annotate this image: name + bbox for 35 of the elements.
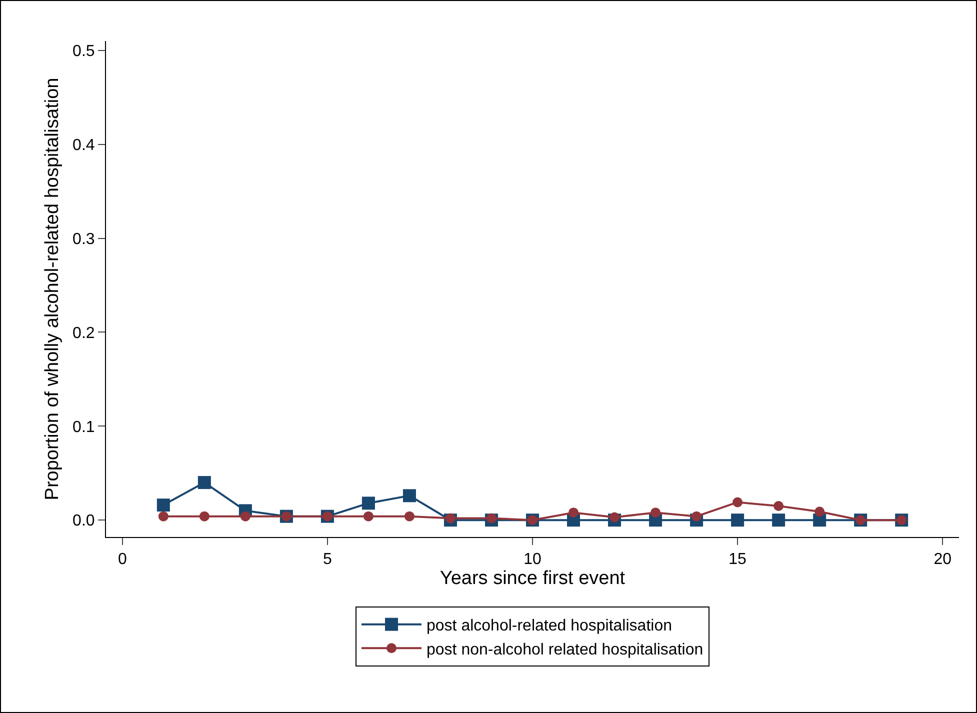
point [732,497,743,508]
point [486,513,496,524]
y-tick-label: 0.3 [72,230,95,248]
x-tick-label: 5 [322,551,332,568]
legend-label: post non-alcohol related hospitalisation [426,641,704,658]
point [199,511,210,522]
point [774,501,784,511]
point [198,476,211,490]
point [692,511,702,522]
point [772,514,786,527]
y-tick-label: 0.2 [72,324,95,342]
point [814,506,825,517]
point [156,498,170,512]
x-tick-label: 20 [934,551,952,568]
point [362,496,375,510]
y-tick-label: 0.4 [72,136,95,154]
point [445,513,456,524]
point [568,508,579,518]
y-tick-label: 0.0 [72,512,95,530]
x-axis-title: Years since first event [440,568,626,590]
point [404,511,414,522]
point [363,511,374,522]
point [650,508,661,518]
point [731,514,744,527]
legend-label: post alcohol-related hospitalisation [426,618,672,635]
x-tick-label: 0 [118,551,127,568]
point [158,511,168,522]
point [610,512,620,522]
point [240,511,250,522]
y-tick-label: 0.1 [72,418,95,436]
point [402,489,416,502]
x-tick-label: 10 [524,551,542,568]
x-tick-label: 15 [728,551,747,568]
y-tick-label: 0.5 [72,42,95,60]
y-axis-title: Proportion of wholly alcohol-related hospitalisation [42,78,63,500]
